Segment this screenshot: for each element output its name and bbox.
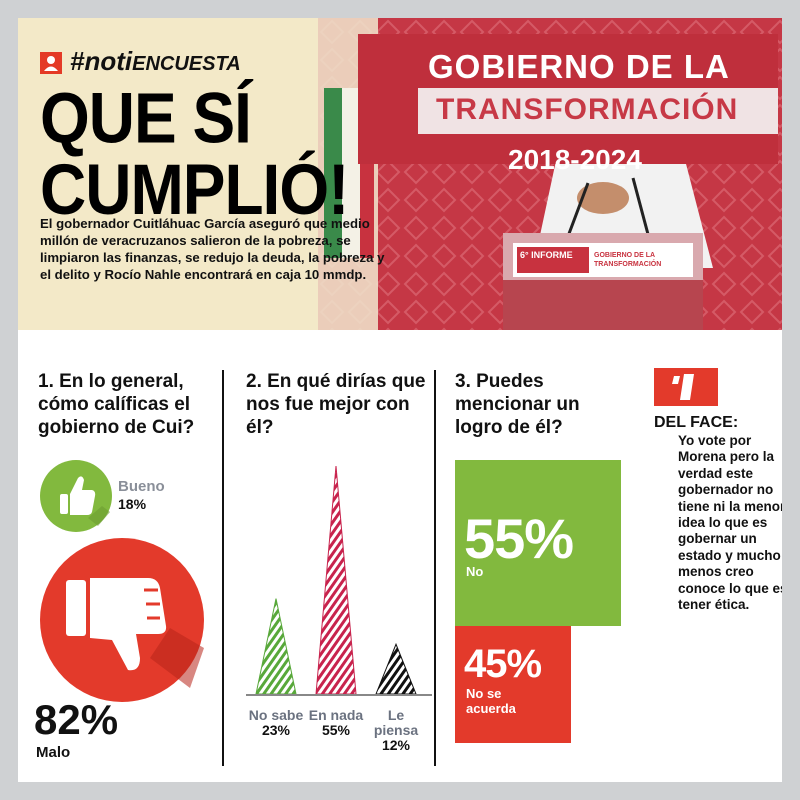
question-1-title: 1. En lo general, cómo calíficas el gobi… xyxy=(38,371,195,438)
cone-category-0: No sabe xyxy=(248,707,304,723)
face-title: DEL FACE: xyxy=(654,414,739,431)
podium-label-1: 6° INFORME xyxy=(520,250,573,260)
hero-photo: GOBIERNO DE LA TRANSFORMACIÓN 2018-2024 … xyxy=(318,18,782,330)
no-label: No xyxy=(466,564,484,579)
no-box xyxy=(455,460,621,626)
user-icon xyxy=(40,52,62,74)
cone-en-nada xyxy=(315,465,357,695)
cone-category-2: Le piensa xyxy=(373,707,419,738)
cone-category-1: En nada xyxy=(308,707,364,723)
podium-label-2: GOBIERNO DE LA TRANSFORMACIÓN xyxy=(594,252,662,268)
infographic-card: GOBIERNO DE LA TRANSFORMACIÓN 2018-2024 … xyxy=(18,18,782,782)
thumbs-up-icon xyxy=(40,460,112,532)
divider-2 xyxy=(434,370,436,766)
bueno-label: Bueno xyxy=(118,478,165,495)
cone-value-0: 23% xyxy=(261,722,291,738)
cone-axis xyxy=(246,694,432,696)
question-3-title: 3. Puedes mencionar un logro de él? xyxy=(455,371,580,438)
cone-chart xyxy=(255,465,417,695)
bueno-value: 18% xyxy=(118,496,147,512)
thumbs-down-icon xyxy=(40,538,204,702)
hero-banner-box xyxy=(418,88,778,134)
hero-banner-line3: 2018-2024 xyxy=(508,144,642,175)
cone-value-1: 55% xyxy=(321,722,351,738)
cone-le-piensa xyxy=(375,642,417,695)
cone-label-no-sabe: No sabe 23% xyxy=(246,708,306,738)
header: GOBIERNO DE LA TRANSFORMACIÓN 2018-2024 … xyxy=(18,18,782,330)
divider-1 xyxy=(222,370,224,766)
cone-no-sabe xyxy=(255,598,297,695)
headline: QUE SÍ CUMPLIÓ! xyxy=(40,77,349,230)
headline-line1: QUE SÍ xyxy=(40,77,252,159)
hero-banner-line2: TRANSFORMACIÓN xyxy=(436,93,739,126)
headline-line2: CUMPLIÓ! xyxy=(40,149,349,230)
hashtag-rest: ENCUESTA xyxy=(132,53,241,75)
malo-value: 82% xyxy=(34,696,119,743)
question-2-title: 2. En qué dirías que nos fue mejor con é… xyxy=(246,371,426,438)
intro-text: El gobernador Cuitláhuac García aseguró … xyxy=(40,216,385,282)
no-se-acuerda-box xyxy=(455,626,571,743)
malo-label: Malo xyxy=(36,744,71,761)
hero-banner-line1: GOBIERNO DE LA xyxy=(428,48,730,85)
face-text: Yo vote por Morena pero la verdad este g… xyxy=(678,433,782,613)
no-se-acuerda-value: 45% xyxy=(464,642,542,686)
cone-label-en-nada: En nada 55% xyxy=(306,708,366,738)
quote-icon xyxy=(654,368,718,406)
hashtag-bold: #noti xyxy=(70,46,133,76)
no-value: 55% xyxy=(464,507,574,570)
hashtag: #notiENCUESTA xyxy=(70,46,241,77)
cone-label-le-piensa: Le piensa 12% xyxy=(366,708,426,753)
cone-value-2: 12% xyxy=(381,737,411,753)
no-se-acuerda-label: No se acuerda xyxy=(466,686,516,716)
